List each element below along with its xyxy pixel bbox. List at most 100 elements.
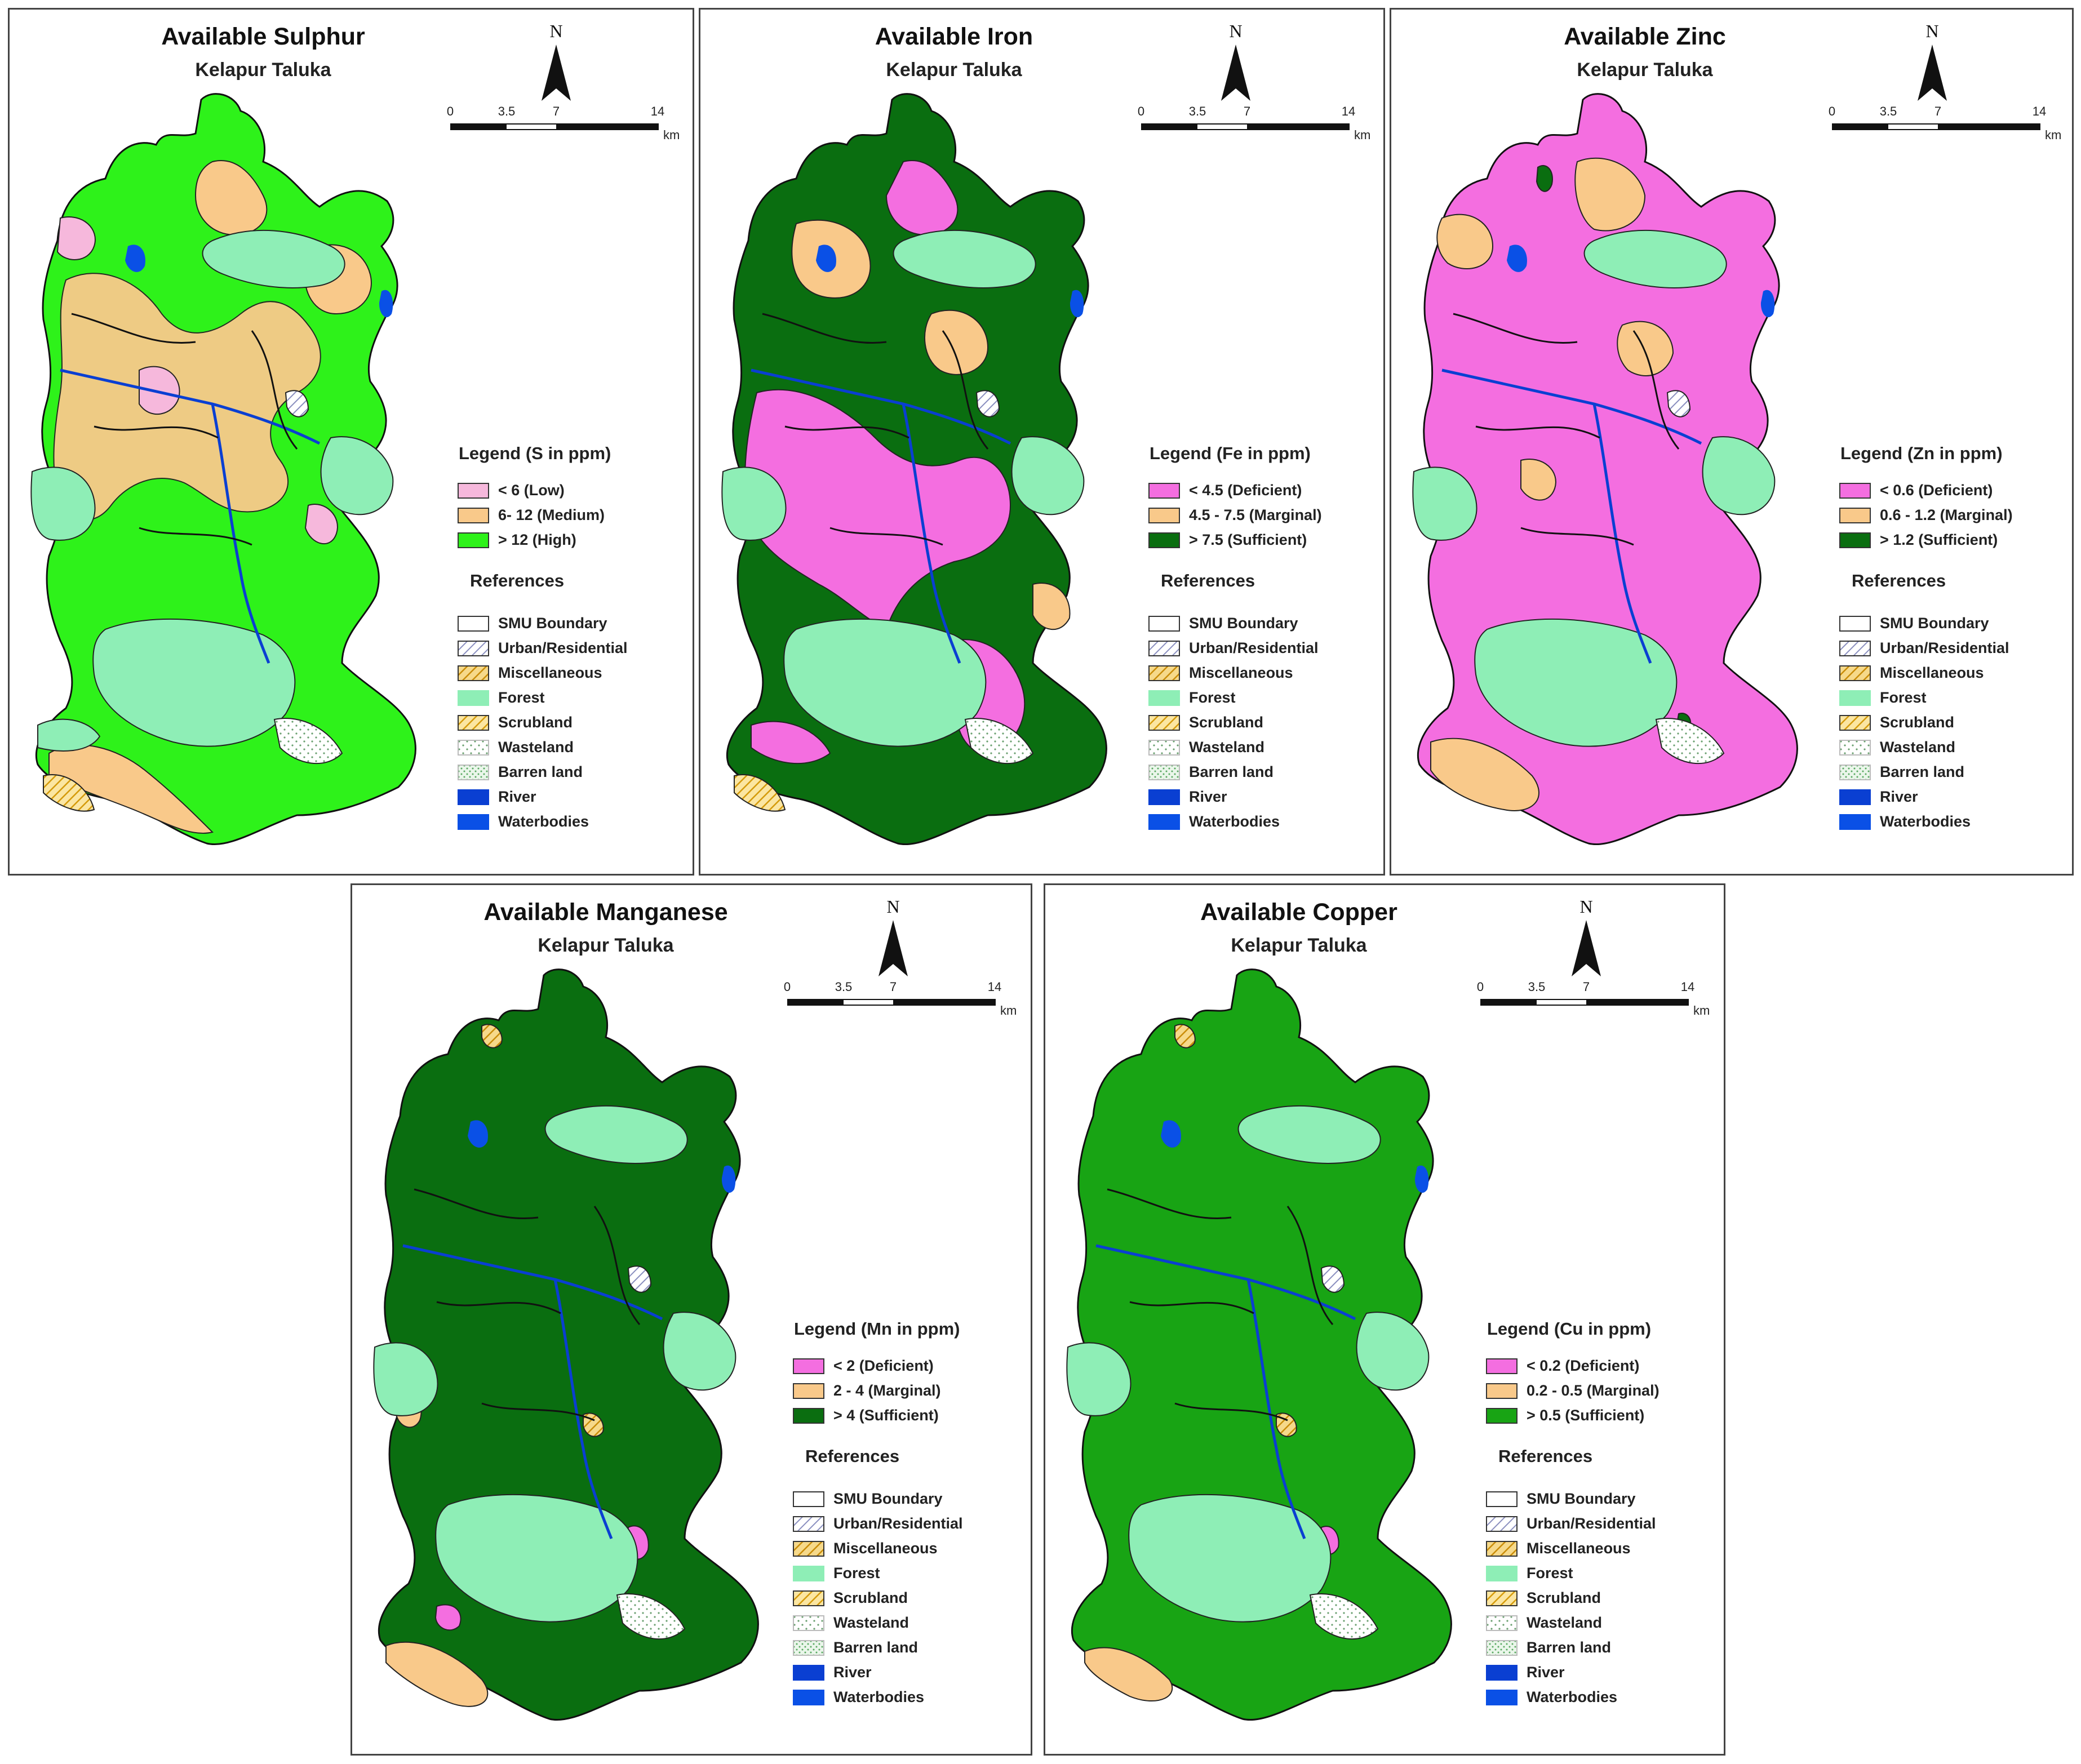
legend-label: < 0.2 (Deficient)	[1527, 1357, 1640, 1374]
scale-tick: 3.5	[1188, 104, 1206, 118]
marginal-zone	[1520, 459, 1556, 501]
scale-segment	[1536, 999, 1587, 1006]
legend-item: > 4 (Sufficient)	[793, 1406, 1024, 1430]
reference-item: Scrubland	[793, 1588, 1024, 1613]
references-title: References	[1161, 571, 1255, 590]
legend-label: < 6 (Low)	[498, 482, 565, 499]
reference-item: River	[1839, 787, 2070, 812]
reference-label: Scrubland	[498, 714, 573, 731]
reference-item: Forest	[793, 1563, 1024, 1588]
reference-swatch	[1839, 814, 1871, 830]
legend-swatch	[1148, 508, 1180, 523]
reference-label: SMU Boundary	[1189, 615, 1298, 632]
reference-label: Scrubland	[1189, 714, 1264, 731]
scale-segment	[556, 123, 659, 130]
waterbody	[816, 245, 836, 272]
waterbody	[1161, 1120, 1181, 1148]
wasteland-area	[1655, 718, 1725, 765]
scale-tick: 0	[1137, 104, 1145, 118]
map-panel-zinc: Available Zinc Kelapur Taluka N 0 3.5 7 …	[1390, 8, 2074, 876]
reference-label: Forest	[498, 689, 545, 706]
river	[751, 368, 1011, 664]
reference-swatch	[1148, 641, 1180, 656]
reference-item: SMU Boundary	[793, 1489, 1024, 1514]
reference-label: Urban/Residential	[1527, 1515, 1656, 1532]
reference-label: Wasteland	[833, 1614, 909, 1631]
reference-item: Wasteland	[1486, 1613, 1717, 1638]
misc-area	[1276, 1412, 1297, 1437]
scale-unit: km	[2045, 128, 2062, 142]
map-panel-copper: Available Copper Kelapur Taluka N 0 3.5 …	[1044, 883, 1725, 1756]
reference-item: Waterbodies	[458, 812, 693, 837]
river	[1095, 1244, 1356, 1539]
reference-label: Miscellaneous	[498, 664, 602, 681]
map-title: Available Iron	[875, 23, 1033, 50]
forest-area	[1066, 1342, 1132, 1416]
waterbody	[1414, 1165, 1429, 1193]
north-arrow: N	[1915, 21, 1949, 106]
scale-tick: 14	[1680, 980, 1695, 994]
scale-segment	[1247, 123, 1350, 130]
reference-item: SMU Boundary	[458, 614, 693, 638]
legend-label: 4.5 - 7.5 (Marginal)	[1189, 506, 1322, 523]
legend-swatch	[793, 1408, 824, 1424]
low-zone	[304, 504, 338, 545]
reference-swatch	[793, 1615, 824, 1631]
reference-label: SMU Boundary	[1880, 615, 1989, 632]
scale-tick: 14	[987, 980, 1002, 994]
river	[1441, 368, 1702, 664]
reference-item: Urban/Residential	[1839, 638, 2070, 663]
forest-area	[92, 618, 296, 747]
reference-swatch	[793, 1516, 824, 1532]
legend-title: Legend (Zn in ppm)	[1840, 443, 2003, 463]
marginal-zone	[924, 309, 989, 375]
north-arrow-icon	[1918, 45, 1947, 101]
reference-item: Barren land	[458, 762, 693, 787]
map-legend: Legend (S in ppm) < 6 (Low) 6- 12 (Mediu…	[458, 443, 693, 837]
reference-label: Urban/Residential	[1189, 639, 1319, 656]
legend-title: Legend (Mn in ppm)	[794, 1319, 960, 1339]
map-panel-iron: Available Iron Kelapur Taluka N 0 3.5 7 …	[699, 8, 1385, 876]
legend-swatch	[458, 483, 489, 499]
legend-item: > 0.5 (Sufficient)	[1486, 1406, 1717, 1430]
legend-item: 0.2 - 0.5 (Marginal)	[1486, 1381, 1717, 1406]
scale-bar: 0 3.5 7 14 km	[1825, 104, 2062, 144]
reference-swatch	[1148, 715, 1180, 731]
legend-title: Legend (Fe in ppm)	[1150, 443, 1311, 463]
reference-swatch	[1839, 789, 1871, 805]
reference-label: Miscellaneous	[1189, 664, 1293, 681]
reference-label: River	[1527, 1664, 1565, 1681]
references-title: References	[1498, 1446, 1593, 1466]
reference-swatch	[458, 740, 489, 756]
map-legend: Legend (Zn in ppm) < 0.6 (Deficient) 0.6…	[1839, 443, 2070, 837]
reference-item: River	[793, 1663, 1024, 1687]
taluka-map	[721, 93, 1107, 845]
reference-item: Waterbodies	[793, 1687, 1024, 1712]
reference-label: Forest	[1527, 1565, 1573, 1581]
legend-label: 0.2 - 0.5 (Marginal)	[1527, 1382, 1660, 1399]
references-title: References	[470, 571, 565, 590]
forest-area	[663, 1312, 736, 1391]
reference-swatch	[1148, 616, 1180, 632]
reference-item: Miscellaneous	[1486, 1539, 1717, 1563]
smu-boundary	[762, 313, 989, 546]
scale-bar: 0 3.5 7 14 km	[1474, 980, 1710, 1019]
north-arrow: N	[1569, 896, 1603, 982]
urban-area	[285, 390, 309, 417]
scale-tick: 0	[783, 980, 791, 994]
reference-swatch	[1839, 690, 1871, 706]
reference-swatch	[1839, 641, 1871, 656]
legend-label: < 2 (Deficient)	[833, 1357, 934, 1374]
reference-swatch	[793, 1491, 824, 1507]
map-subtitle: Kelapur Taluka	[886, 59, 1022, 81]
legend-item: > 1.2 (Sufficient)	[1839, 530, 2070, 555]
legend-item: 6- 12 (Medium)	[458, 505, 693, 530]
reference-label: River	[1189, 788, 1227, 805]
reference-label: Waterbodies	[1189, 813, 1280, 830]
reference-swatch	[1148, 789, 1180, 805]
north-arrow-icon	[1572, 920, 1601, 976]
north-arrow-icon	[878, 920, 908, 976]
forest-area	[893, 229, 1036, 288]
wasteland-area	[273, 718, 343, 765]
legend-item: > 12 (High)	[458, 530, 693, 555]
